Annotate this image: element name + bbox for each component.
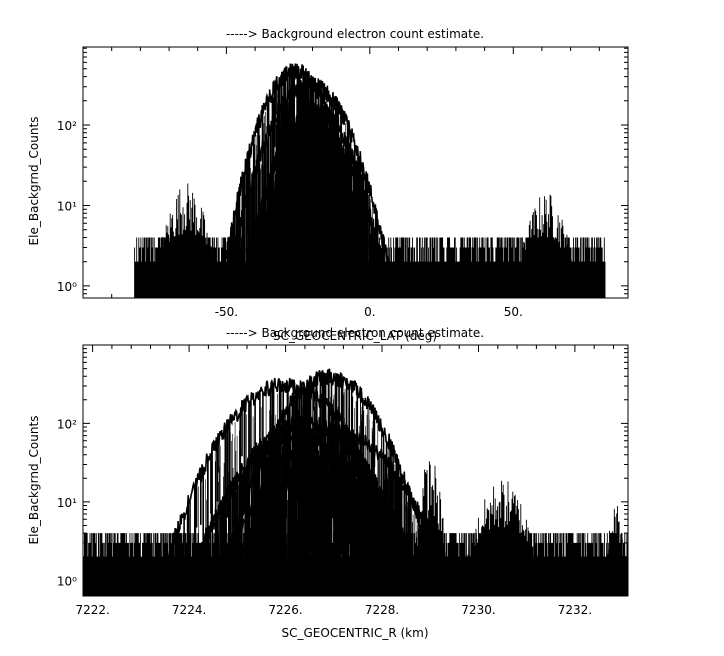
x-tick-marks-0 <box>82 47 629 298</box>
x-tick-label: 50. <box>504 305 523 319</box>
x-tick-label: 7226. <box>268 603 302 617</box>
x-tick-label: 7230. <box>461 603 495 617</box>
clipped-group-0 <box>134 63 606 298</box>
y-tick-label: 10² <box>57 417 77 431</box>
noise-bump-0-0 <box>151 183 222 298</box>
top-ticks: -50. 0. 50. 10⁰ 10¹ 10² <box>57 47 629 319</box>
x-tick-label: 7232. <box>558 603 592 617</box>
y-tick-marks-1 <box>83 344 628 593</box>
bottom-plot-frame <box>82 344 629 597</box>
bottom-chart-title: -----> Background electron count estimat… <box>226 326 484 340</box>
inner-spikes-0 <box>224 72 388 298</box>
top-plot-frame <box>82 46 629 299</box>
inner-spikes-1 <box>166 380 444 596</box>
top-x-axis-label: SC_GEOCENTRIC_LAT (deg) <box>273 329 437 343</box>
top-y-axis-label: Ele_Backgrnd_Counts <box>27 117 41 246</box>
y-tick-label: 10¹ <box>57 496 77 510</box>
bottom-panel: -----> Background electron count estimat… <box>27 326 629 640</box>
y-tick-label: 10² <box>57 119 77 133</box>
bottom-plot-area <box>83 368 628 596</box>
noise-bump-1-2 <box>603 506 628 596</box>
noise-bump-1-1 <box>458 480 547 596</box>
top-plot-area <box>134 63 606 298</box>
top-panel: -----> Background electron count estimat… <box>27 27 629 343</box>
clipped-group-1 <box>83 368 628 596</box>
y-tick-label: 10⁰ <box>57 574 77 588</box>
y-tick-marks-0 <box>83 47 628 295</box>
top-chart-title: -----> Background electron count estimat… <box>226 27 484 41</box>
x-tick-label: 0. <box>364 305 375 319</box>
bottom-x-axis-label: SC_GEOCENTRIC_R (km) <box>282 626 429 640</box>
y-tick-label: 10¹ <box>57 199 77 213</box>
x-tick-label: 7224. <box>172 603 206 617</box>
x-tick-label: 7228. <box>365 603 399 617</box>
noise-bump-0-1 <box>512 194 580 298</box>
x-tick-marks-1 <box>92 345 614 596</box>
y-tick-label: 10⁰ <box>57 280 77 294</box>
x-tick-label: -50. <box>215 305 238 319</box>
bottom-ticks: 7222. 7224. 7226. 7228. 7230. 7232. 10⁰ 10¹ 10² <box>57 344 628 617</box>
bottom-y-axis-label: Ele_Backgrnd_Counts <box>27 416 41 545</box>
x-tick-label: 7222. <box>75 603 109 617</box>
